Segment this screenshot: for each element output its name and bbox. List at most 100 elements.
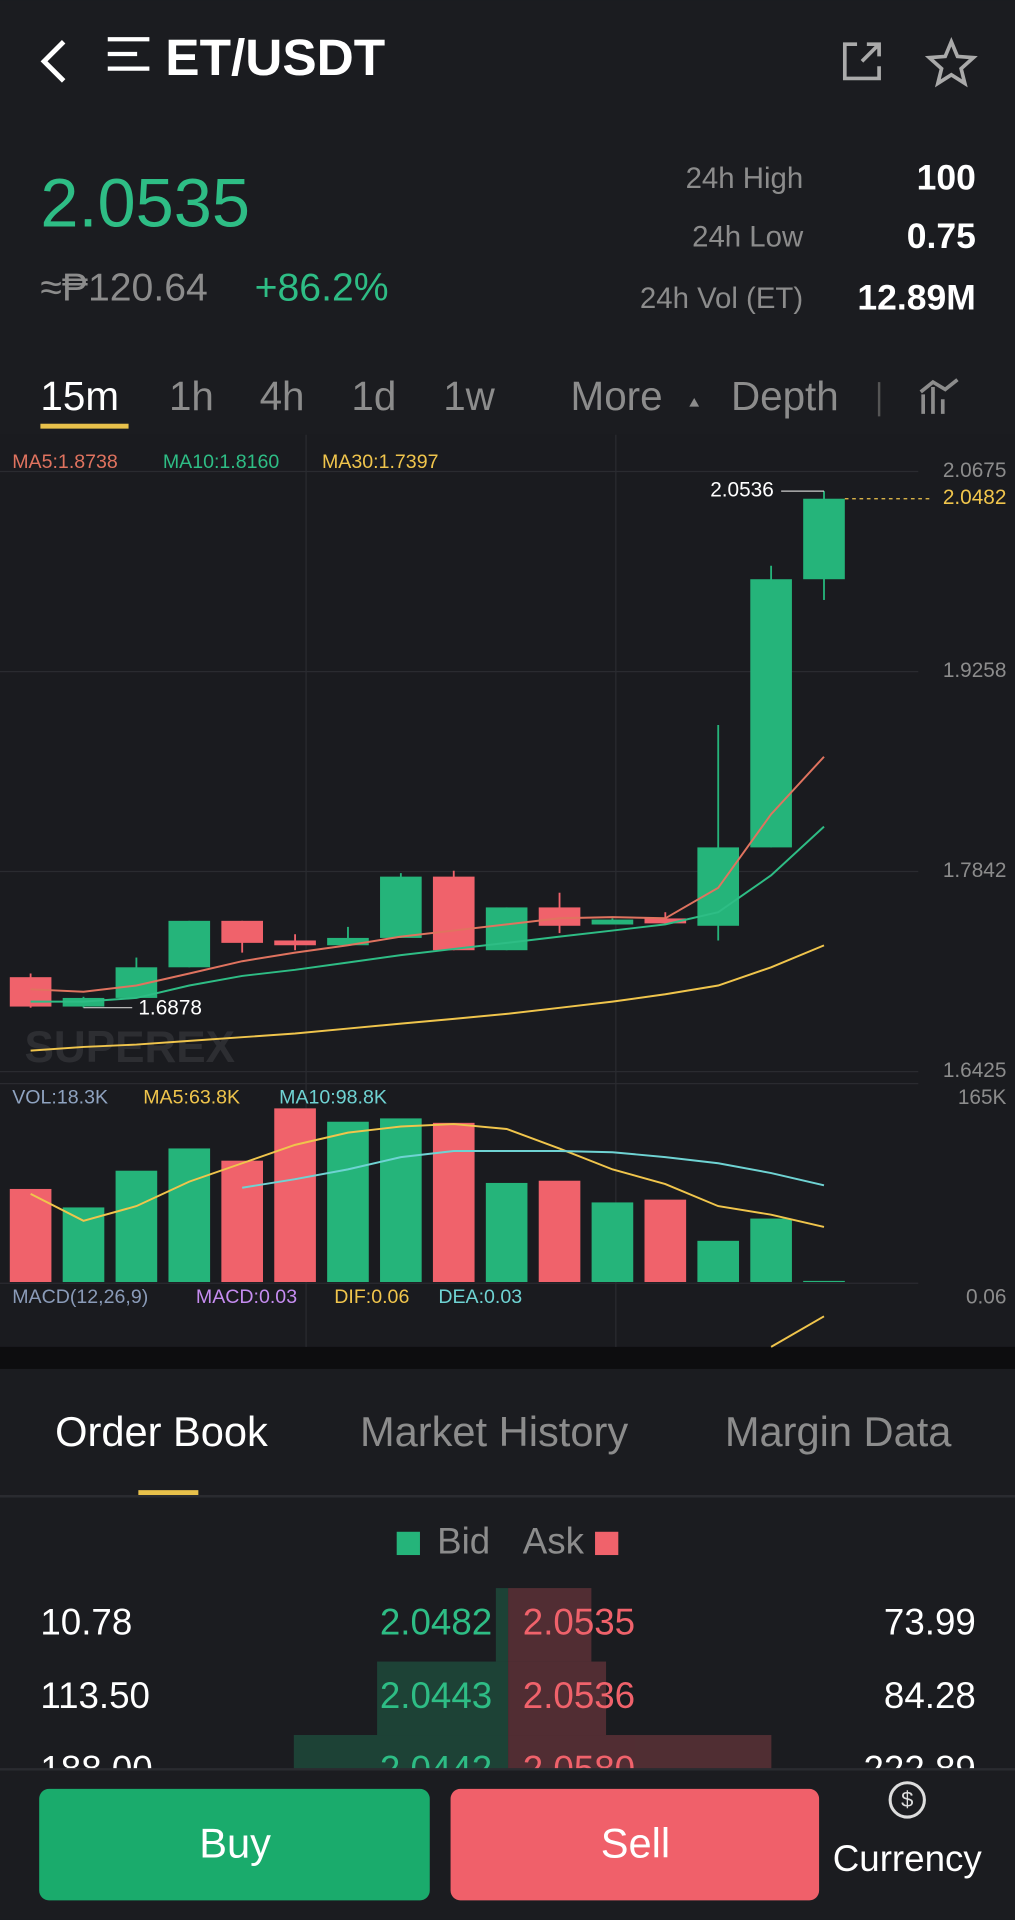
legend-entry: MA30:1.7397	[322, 451, 438, 473]
legend-entry: MA10:98.8K	[279, 1087, 387, 1109]
sell-button[interactable]	[450, 1788, 820, 1901]
indicator-line	[30, 756, 825, 993]
volume-bar	[432, 1122, 475, 1283]
sell-label: Sell	[601, 1819, 670, 1866]
volume-bar	[115, 1170, 158, 1283]
volume-bar	[274, 1108, 316, 1283]
candle-body	[591, 919, 634, 925]
stat-value: 0.75	[907, 216, 976, 256]
pair-title: ET/USDT	[165, 28, 385, 86]
bid-price: 2.0443	[380, 1675, 492, 1716]
indicator-icon[interactable]	[919, 378, 959, 414]
legend-entry: MA5:63.8K	[143, 1087, 240, 1109]
interval-tab[interactable]: More	[571, 373, 663, 419]
ask-amount: 84.28	[884, 1675, 976, 1716]
currency-icon[interactable]	[888, 1781, 926, 1819]
interval-tab[interactable]: Depth	[731, 373, 839, 419]
bid-price: 2.0482	[380, 1602, 492, 1643]
buy-label: Buy	[199, 1819, 271, 1866]
menu-icon[interactable]	[107, 37, 150, 71]
candle-body	[380, 876, 422, 938]
legend-label: Bid	[437, 1521, 490, 1562]
candle-body	[327, 937, 369, 946]
candle-body	[750, 579, 792, 848]
section-tab[interactable]: Market History	[360, 1408, 628, 1455]
interval-tab[interactable]: 1w	[443, 373, 495, 419]
indicator-line	[770, 1315, 825, 1348]
plots: 2.0675 1.9258 1.7842 1.6425 MA5:1.8738 MA10:1…	[0, 451, 1007, 1348]
indicator-line	[242, 1150, 825, 1189]
volume-bar	[803, 1280, 845, 1283]
legend-entry: DEA:0.03	[438, 1286, 522, 1308]
y-tick-label: 165K	[958, 1086, 1007, 1109]
favorite-icon[interactable]	[924, 36, 978, 88]
annotation: 2.0536	[710, 479, 774, 502]
last-price-label: 2.0482	[943, 486, 1007, 509]
volume-bar	[697, 1240, 740, 1283]
ask-swatch	[595, 1531, 619, 1556]
stat-label: 24h Vol (ET)	[640, 282, 803, 315]
volume-bar	[591, 1202, 634, 1283]
legend-entry: MACD:0.03	[196, 1286, 297, 1308]
volume-bar	[62, 1207, 105, 1283]
volume-bar	[380, 1118, 422, 1283]
legend-entry: VOL:18.3K	[12, 1087, 108, 1109]
indicator-line	[30, 1123, 825, 1228]
watermark: SUPEREX	[24, 1023, 235, 1072]
legend-entry: MA5:1.8738	[12, 451, 118, 473]
back-button[interactable]	[40, 39, 66, 83]
stat-label: 24h High	[686, 162, 804, 195]
annotation: 1.6878	[138, 996, 202, 1019]
volume-bar	[168, 1148, 211, 1283]
candle-body	[644, 918, 687, 924]
currency-label: Currency	[832, 1839, 982, 1880]
bid-amount: 10.78	[40, 1602, 132, 1643]
legend-entry: MA10:1.8160	[163, 451, 280, 473]
fiat-price: ≈₱120.64	[40, 267, 207, 310]
interval-tab[interactable]: 1d	[351, 373, 396, 419]
currency-button[interactable]: Currency	[833, 1839, 982, 1920]
section-tab[interactable]: Order Book	[55, 1408, 268, 1455]
ask-price: 2.0535	[523, 1602, 635, 1643]
y-tick-label: 1.7842	[943, 859, 1007, 882]
candle-body	[274, 940, 316, 946]
bid-amount: 113.50	[40, 1675, 150, 1716]
stat-label: 24h Low	[692, 221, 804, 254]
ask-price: 2.0536	[523, 1675, 635, 1716]
ask-amount: 73.99	[884, 1602, 976, 1643]
indicator-line	[30, 825, 825, 1003]
section-tab[interactable]: Margin Data	[725, 1408, 952, 1455]
volume-bar	[9, 1188, 52, 1283]
candle-body	[432, 876, 475, 951]
tab-underline	[138, 1490, 199, 1496]
dropdown-icon	[689, 398, 700, 407]
stat-value: 100	[917, 157, 976, 197]
interval-tab[interactable]: 4h	[260, 373, 305, 419]
price: 2.0535	[40, 164, 250, 241]
y-tick-label: 1.9258	[943, 659, 1007, 682]
candle-body	[803, 498, 845, 580]
y-tick-label: 2.0675	[943, 459, 1007, 482]
volume-bar	[485, 1182, 528, 1283]
legend-entry: MACD(12,26,9)	[12, 1286, 148, 1308]
y-tick-label: 1.6425	[943, 1059, 1007, 1082]
volume-bar	[538, 1180, 581, 1283]
volume-bar	[750, 1218, 792, 1283]
stat-value: 12.89M	[857, 277, 975, 317]
legend-label: Ask	[523, 1521, 585, 1562]
volume-bar	[327, 1121, 369, 1283]
volume-bar	[221, 1160, 263, 1283]
legend-entry: DIF:0.06	[334, 1286, 409, 1308]
change: +86.2%	[255, 267, 389, 310]
candle-body	[538, 907, 581, 926]
share-icon[interactable]	[842, 42, 881, 81]
interval-underline	[40, 423, 129, 429]
interval-tab[interactable]: 15m	[40, 373, 119, 419]
candle-body	[221, 920, 263, 943]
y-tick-label: 0.06	[966, 1285, 1006, 1308]
buy-button[interactable]	[39, 1788, 430, 1901]
bid-swatch	[396, 1531, 420, 1556]
interval-tab[interactable]: 1h	[169, 373, 214, 419]
